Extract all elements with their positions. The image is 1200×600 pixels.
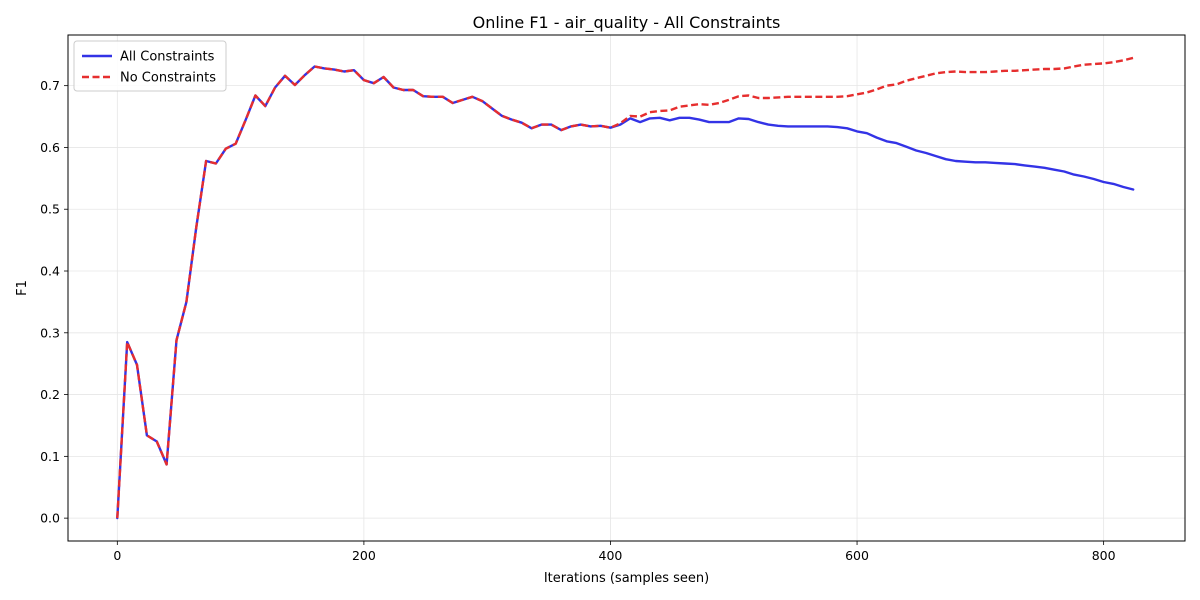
x-axis-label: Iterations (samples seen) — [544, 571, 709, 586]
series-lines — [116, 56, 1135, 520]
legend-label: No Constraints — [120, 71, 216, 86]
x-axis-ticks: 0 200 400 600 800 — [113, 541, 1116, 563]
x-tick-label: 800 — [1092, 548, 1116, 563]
y-tick-label: 0.3 — [40, 325, 60, 340]
series-line-all-constraints — [116, 65, 1135, 520]
y-tick-label: 0.2 — [40, 387, 60, 402]
x-tick-label: 600 — [845, 548, 869, 563]
chart-title: Online F1 - air_quality - All Constraint… — [473, 13, 781, 33]
y-tick-label: 0.1 — [40, 449, 60, 464]
x-tick-label: 400 — [599, 548, 623, 563]
y-tick-label: 0.6 — [40, 140, 60, 155]
legend: All Constraints No Constraints — [73, 40, 227, 92]
x-tick-label: 200 — [352, 548, 376, 563]
series-line-no-constraints — [116, 56, 1134, 519]
x-tick-label: 0 — [113, 548, 121, 563]
y-axis-label: F1 — [15, 280, 30, 296]
plot-frame — [67, 34, 1186, 542]
legend-label: All Constraints — [120, 50, 215, 65]
y-tick-label: 0.5 — [40, 202, 60, 217]
legend-box — [73, 40, 227, 92]
y-tick-label: 0.7 — [40, 78, 60, 93]
y-tick-label: 0.0 — [40, 511, 60, 526]
grid — [68, 35, 1185, 541]
y-tick-label: 0.4 — [40, 264, 60, 279]
y-axis-ticks: 0.0 0.1 0.2 0.3 0.4 0.5 0.6 0.7 — [40, 78, 68, 526]
